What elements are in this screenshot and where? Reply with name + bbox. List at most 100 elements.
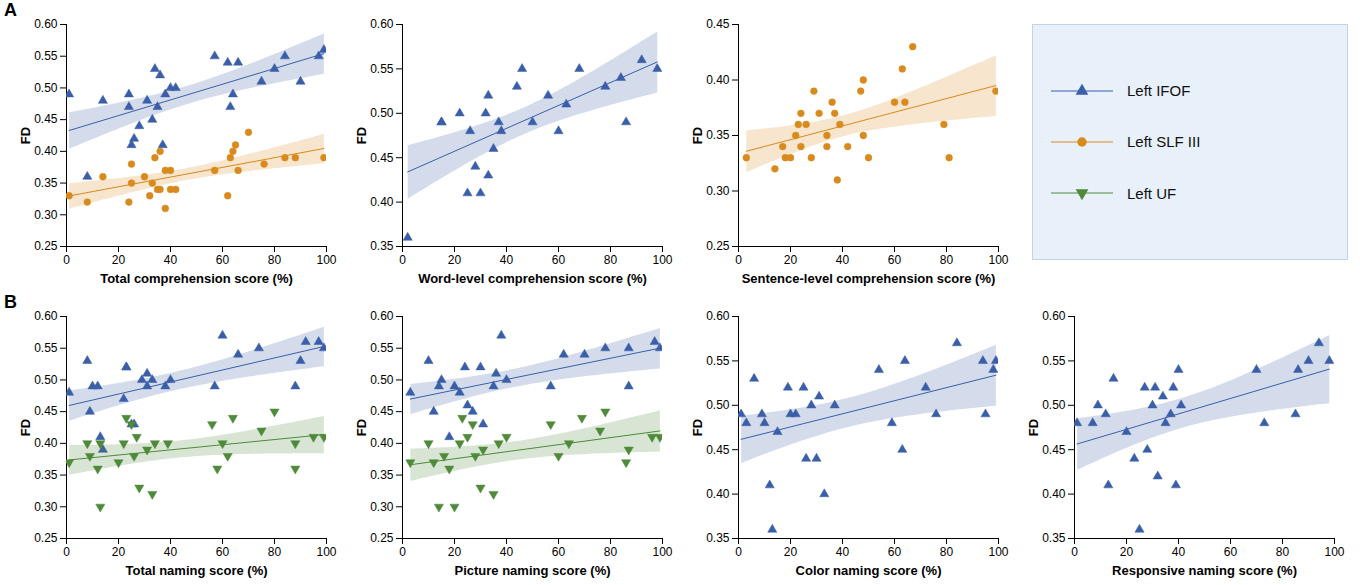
svg-text:0.40: 0.40 [1042,487,1066,501]
svg-text:0.35: 0.35 [34,468,58,482]
svg-text:Color naming score (%): Color naming score (%) [796,563,942,578]
svg-text:0.60: 0.60 [370,17,394,31]
svg-text:20: 20 [112,253,126,267]
svg-text:0.40: 0.40 [370,195,394,209]
svg-text:0.40: 0.40 [706,73,730,87]
svg-text:0.30: 0.30 [34,208,58,222]
svg-text:80: 80 [268,545,282,559]
svg-text:0.45: 0.45 [370,404,394,418]
svg-text:0.45: 0.45 [34,404,58,418]
svg-text:100: 100 [988,545,1008,559]
svg-text:0.60: 0.60 [1042,309,1066,323]
svg-text:60: 60 [1224,545,1238,559]
svg-text:20: 20 [784,545,798,559]
svg-text:0.35: 0.35 [706,128,730,142]
svg-text:40: 40 [836,253,850,267]
svg-text:60: 60 [552,253,566,267]
svg-text:0.40: 0.40 [34,144,58,158]
svg-text:80: 80 [1276,545,1290,559]
svg-text:20: 20 [448,545,462,559]
svg-text:80: 80 [268,253,282,267]
svg-text:0.55: 0.55 [34,49,58,63]
svg-text:0.30: 0.30 [34,500,58,514]
svg-text:0: 0 [1071,545,1078,559]
svg-text:80: 80 [940,545,954,559]
svg-text:0.40: 0.40 [370,436,394,450]
svg-text:0.55: 0.55 [34,341,58,355]
svg-text:100: 100 [988,253,1008,267]
svg-text:60: 60 [552,545,566,559]
svg-text:Total naming score (%): Total naming score (%) [125,563,267,578]
svg-text:0.55: 0.55 [1042,354,1066,368]
svg-text:Sentence-level comprehension s: Sentence-level comprehension score (%) [742,271,996,286]
svg-text:Total comprehension score (%): Total comprehension score (%) [100,271,293,286]
svg-text:60: 60 [216,253,230,267]
svg-text:FD: FD [1026,419,1041,436]
svg-text:0.35: 0.35 [1042,531,1066,545]
svg-text:0.50: 0.50 [370,106,394,120]
svg-text:0.60: 0.60 [34,17,58,31]
svg-text:80: 80 [604,253,618,267]
svg-text:40: 40 [836,545,850,559]
svg-text:0.30: 0.30 [706,184,730,198]
svg-text:80: 80 [940,253,954,267]
svg-text:60: 60 [216,545,230,559]
svg-text:0.35: 0.35 [706,531,730,545]
svg-text:0.60: 0.60 [706,309,730,323]
svg-text:0.50: 0.50 [34,373,58,387]
svg-text:0: 0 [735,545,742,559]
svg-text:0.45: 0.45 [370,151,394,165]
svg-text:0.25: 0.25 [706,239,730,253]
svg-text:0.50: 0.50 [706,398,730,412]
svg-text:0.25: 0.25 [34,531,58,545]
svg-text:100: 100 [316,545,336,559]
svg-text:80: 80 [604,545,618,559]
svg-text:0.40: 0.40 [34,436,58,450]
svg-text:0.35: 0.35 [370,239,394,253]
svg-text:0.55: 0.55 [370,62,394,76]
svg-text:0.45: 0.45 [706,17,730,31]
svg-text:0.50: 0.50 [34,81,58,95]
svg-text:0: 0 [735,253,742,267]
svg-text:0.60: 0.60 [370,309,394,323]
svg-text:0.50: 0.50 [1042,398,1066,412]
svg-text:40: 40 [500,545,514,559]
svg-text:0: 0 [63,545,70,559]
svg-text:FD: FD [18,419,33,436]
svg-text:0.35: 0.35 [34,176,58,190]
svg-text:20: 20 [1120,545,1134,559]
svg-text:0: 0 [399,253,406,267]
svg-text:60: 60 [888,545,902,559]
svg-text:0.55: 0.55 [706,354,730,368]
svg-text:0.60: 0.60 [34,309,58,323]
svg-text:Responsive naming score (%): Responsive naming score (%) [1112,563,1297,578]
svg-text:Picture naming score (%): Picture naming score (%) [454,563,610,578]
svg-text:FD: FD [354,127,369,144]
svg-text:0.35: 0.35 [370,468,394,482]
svg-text:0: 0 [399,545,406,559]
svg-text:40: 40 [164,253,178,267]
svg-text:0.45: 0.45 [1042,443,1066,457]
svg-text:Word-level comprehension score: Word-level comprehension score (%) [418,271,647,286]
svg-text:20: 20 [784,253,798,267]
svg-text:40: 40 [500,253,514,267]
svg-text:0.30: 0.30 [370,500,394,514]
svg-text:100: 100 [652,545,672,559]
svg-text:0.45: 0.45 [34,112,58,126]
svg-text:20: 20 [448,253,462,267]
svg-text:FD: FD [354,419,369,436]
svg-text:0.25: 0.25 [34,239,58,253]
svg-text:0.25: 0.25 [370,531,394,545]
svg-text:0.40: 0.40 [706,487,730,501]
svg-text:0.55: 0.55 [370,341,394,355]
svg-text:0: 0 [63,253,70,267]
svg-text:FD: FD [690,127,705,144]
svg-text:100: 100 [1324,545,1344,559]
svg-text:0.50: 0.50 [370,373,394,387]
svg-text:100: 100 [316,253,336,267]
svg-text:60: 60 [888,253,902,267]
svg-text:100: 100 [652,253,672,267]
svg-text:0.45: 0.45 [706,443,730,457]
svg-text:FD: FD [18,127,33,144]
svg-text:20: 20 [112,545,126,559]
